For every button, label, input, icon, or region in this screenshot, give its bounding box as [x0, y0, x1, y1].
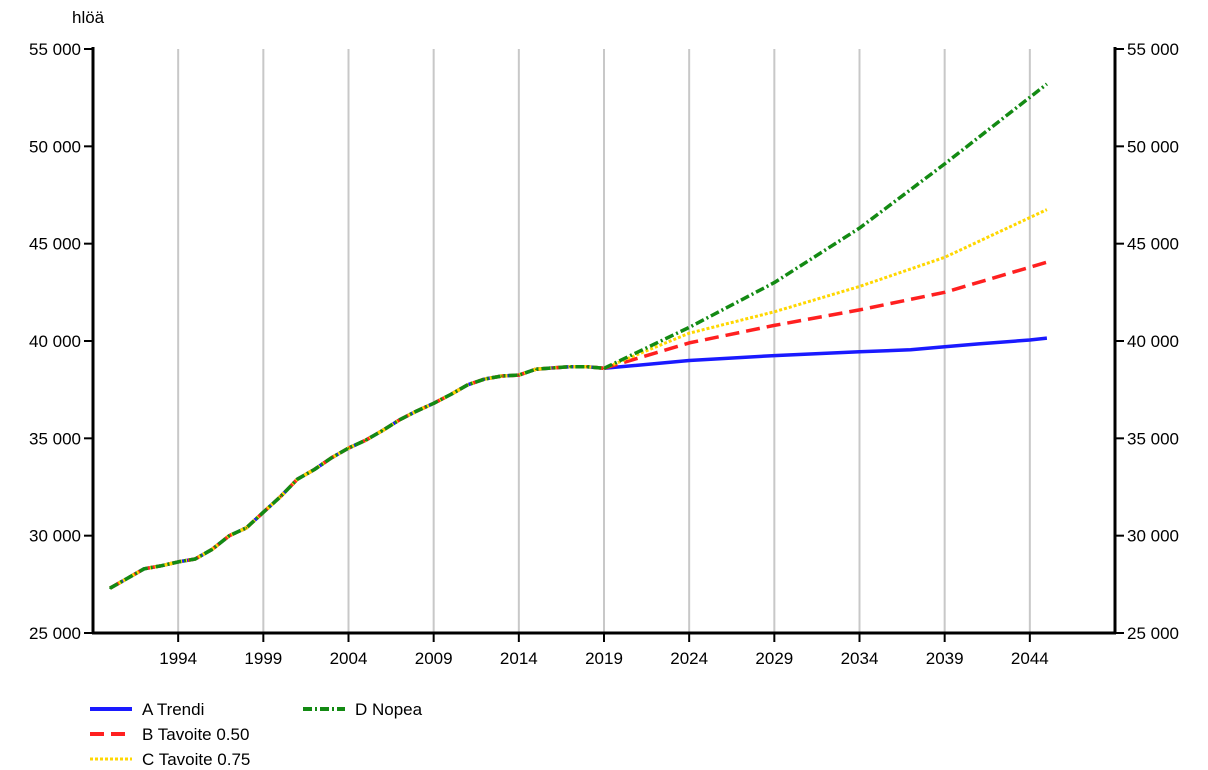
history-point-2009	[432, 402, 435, 405]
history-line-layer-1	[109, 364, 605, 590]
legend: A Trendi B Tavoite 0.50 C Tavoite 0.75 D No…	[90, 700, 423, 769]
left-y-tick-label-25000: 25 000	[29, 624, 81, 643]
x-tick-label-2034: 2034	[841, 649, 879, 668]
history-point-2005	[364, 439, 367, 442]
history-point-2003	[330, 457, 333, 459]
axes-layer: 25 000 30 000 35 000 40 000 45 000 50 000 55 0…	[29, 40, 1179, 668]
legend-item-4: D Nopea	[303, 700, 423, 719]
history-point-1997	[228, 534, 231, 537]
history-point-1996	[211, 548, 214, 551]
history-point-2002	[313, 468, 316, 471]
right-y-tick-label-45000: 45 000	[1127, 235, 1179, 254]
series-layer	[109, 82, 1048, 590]
left-y-tick-label-55000: 55 000	[29, 40, 81, 59]
history-point-1998	[245, 527, 248, 529]
right-y-tick-label-55000: 55 000	[1127, 40, 1179, 59]
history-point-2000	[279, 495, 282, 498]
left-y-tick-label-45000: 45 000	[29, 235, 81, 254]
history-point-1999	[262, 511, 265, 514]
x-tick-label-1999: 1999	[244, 649, 282, 668]
x-tick-label-1994: 1994	[159, 649, 197, 668]
x-tick-group: 1994 1999 2004 2009 2014 2019 2024 2029 2034 2039…	[159, 633, 1049, 668]
x-tick-label-2044: 2044	[1011, 649, 1049, 668]
legend-label-4: D Nopea	[355, 700, 423, 719]
x-tick-label-2014: 2014	[500, 649, 538, 668]
history-point-2019	[603, 367, 605, 370]
history-point-1994	[177, 561, 179, 563]
left-y-tick-label-50000: 50 000	[29, 137, 81, 156]
history-point-2011	[466, 384, 469, 386]
x-tick-label-2004: 2004	[330, 649, 368, 668]
history-point-2015	[535, 368, 537, 371]
history-point-2006	[381, 429, 384, 432]
right-y-tick-label-30000: 30 000	[1127, 527, 1179, 546]
history-point-2010	[449, 393, 452, 396]
history-line-layer-3	[109, 364, 605, 590]
history-line-layer-2	[109, 364, 605, 590]
history-point-1993	[160, 565, 162, 567]
grid-layer	[177, 49, 1031, 633]
history-point-2004	[347, 447, 350, 449]
history-line-layer-4	[109, 364, 605, 590]
legend-item-3: C Tavoite 0.75	[90, 750, 250, 769]
history-point-1991	[126, 577, 128, 580]
right-y-tick-label-40000: 40 000	[1127, 332, 1179, 351]
history-point-2016	[552, 367, 554, 369]
series-line-a-trendi	[603, 336, 1048, 371]
history-point-2013	[501, 375, 503, 377]
x-tick-label-2039: 2039	[926, 649, 964, 668]
legend-label-1: A Trendi	[142, 700, 204, 719]
history-point-2014	[518, 374, 520, 376]
y-axis-unit-label: hlöä	[72, 8, 105, 27]
x-tick-label-2029: 2029	[755, 649, 793, 668]
left-y-tick-label-35000: 35 000	[29, 429, 81, 448]
history-point-2007	[398, 419, 401, 421]
legend-label-2: B Tavoite 0.50	[142, 725, 249, 744]
series-line-b-tavoite-0-50	[603, 260, 1048, 370]
x-tick-label-2019: 2019	[585, 649, 623, 668]
history-point-2012	[483, 378, 486, 380]
left-y-tick-label-40000: 40 000	[29, 332, 81, 351]
history-point-2001	[296, 478, 299, 481]
left-y-tick-group: 25 000 30 000 35 000 40 000 45 000 50 000 55 0…	[29, 40, 93, 643]
history-point-1992	[143, 567, 145, 570]
series-line-c-tavoite-0-75	[603, 208, 1048, 370]
right-y-tick-label-50000: 50 000	[1127, 137, 1179, 156]
history-point-1990	[109, 587, 111, 590]
legend-label-3: C Tavoite 0.75	[142, 750, 250, 769]
right-y-tick-label-35000: 35 000	[1127, 429, 1179, 448]
right-y-tick-label-25000: 25 000	[1127, 624, 1179, 643]
left-y-tick-label-30000: 30 000	[29, 527, 81, 546]
series-line-d-nopea	[603, 82, 1048, 370]
legend-item-2: B Tavoite 0.50	[90, 725, 249, 744]
history-point-2017	[569, 365, 571, 368]
x-tick-label-2009: 2009	[415, 649, 453, 668]
legend-item-1: A Trendi	[90, 700, 204, 719]
history-point-2008	[415, 410, 418, 412]
history-point-1995	[194, 558, 196, 560]
right-y-tick-group: 25 000 30 000 35 000 40 000 45 000 50 000 55 0…	[1115, 40, 1179, 643]
history-point-2018	[586, 365, 588, 368]
x-tick-label-2024: 2024	[670, 649, 708, 668]
